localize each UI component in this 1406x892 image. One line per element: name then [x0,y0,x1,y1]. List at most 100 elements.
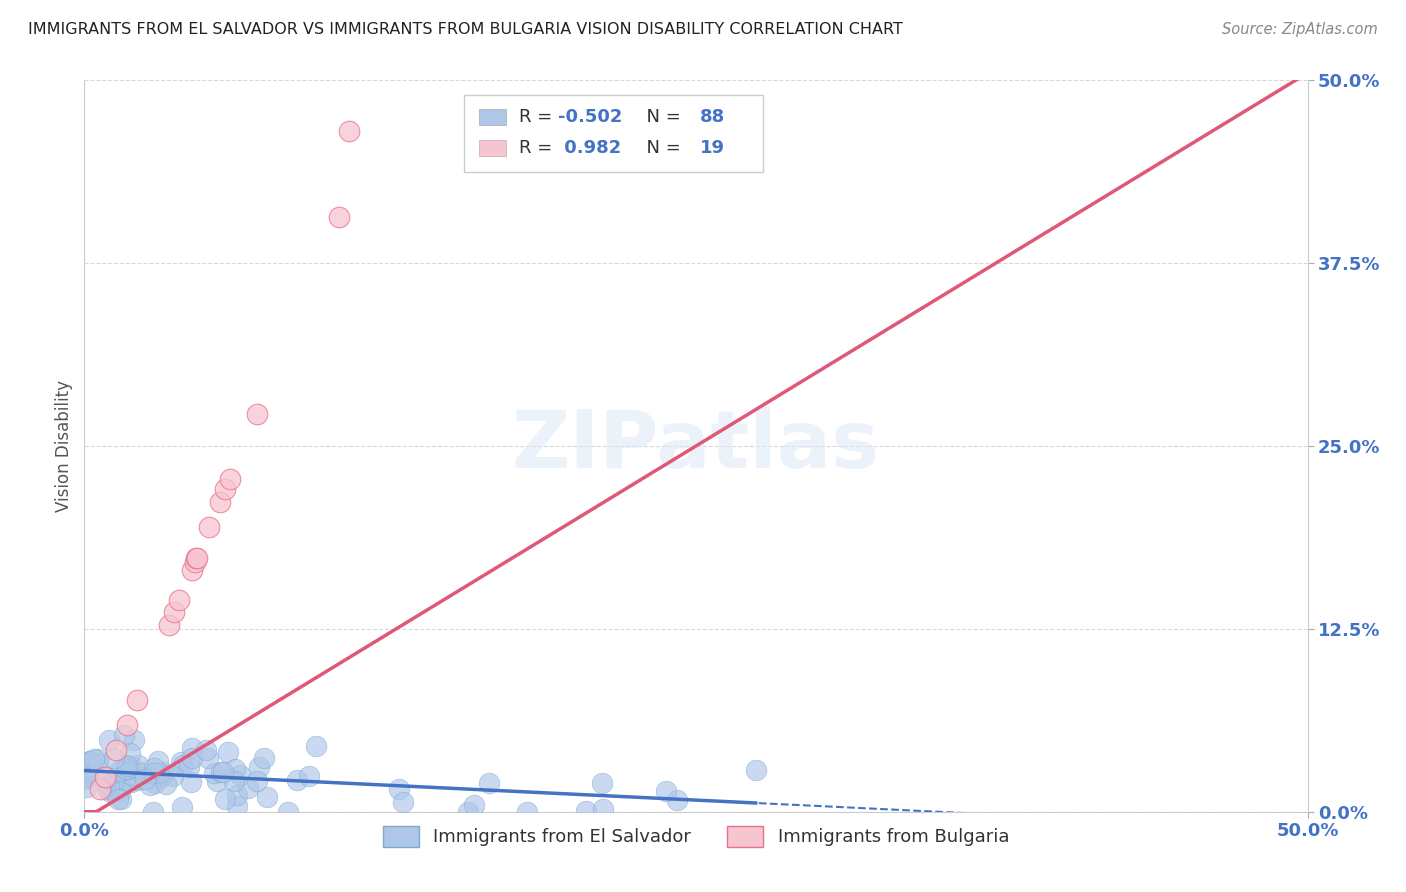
Point [184,556,207,570]
Point [87,756,110,770]
Point [139,778,162,792]
Point [98,732,121,747]
Point [246,407,269,421]
Point [89,782,111,797]
Point [162,769,184,783]
Point [195,743,218,757]
Point [214,792,236,806]
Point [115,759,138,773]
Point [142,765,165,780]
Point [148,765,170,780]
Point [209,494,232,508]
Point [98,778,121,792]
Point [247,760,270,774]
Point [177,759,200,773]
Text: 88: 88 [700,108,725,126]
Point [114,762,136,776]
FancyBboxPatch shape [479,140,506,156]
Text: N =: N = [636,108,686,126]
Point [217,745,239,759]
Point [103,773,125,788]
Point [142,761,165,775]
Point [98,784,121,798]
Point [107,791,129,805]
Point [229,767,252,781]
Point [277,805,299,819]
Point [209,765,232,780]
Point [120,746,142,760]
Point [198,520,221,534]
Point [226,798,249,813]
Point [121,760,143,774]
Point [337,124,360,138]
Point [105,743,128,757]
Point [152,764,174,779]
Point [328,210,350,224]
Point [197,751,219,765]
FancyBboxPatch shape [464,95,763,171]
Point [655,784,678,798]
Point [131,766,153,780]
Point [463,797,485,812]
Point [186,551,208,566]
Point [120,775,142,789]
Point [103,751,125,765]
Point [143,776,166,790]
Point [76,766,98,780]
Point [592,802,614,816]
Point [108,764,131,779]
Point [112,728,135,742]
Point [142,805,165,819]
Point [127,758,149,772]
Point [186,551,208,566]
Point [114,763,136,777]
Point [148,754,170,768]
Point [170,755,193,769]
Point [76,780,98,794]
Point [256,789,278,804]
Point [110,785,132,799]
Point [202,766,225,780]
Point [212,765,235,780]
Point [79,755,101,769]
Text: R =: R = [519,139,558,157]
FancyBboxPatch shape [479,109,506,125]
Point [246,773,269,788]
Text: 0.982: 0.982 [558,139,621,157]
Point [285,773,308,788]
Text: ZIPatlas: ZIPatlas [512,407,880,485]
Point [115,758,138,772]
Point [83,752,105,766]
Point [134,772,156,787]
Point [305,739,328,753]
Point [666,793,689,807]
Point [205,774,228,789]
Point [516,805,538,819]
Text: 19: 19 [700,139,724,157]
Point [236,780,259,795]
Point [149,772,172,786]
Point [127,693,149,707]
Point [167,593,190,607]
Point [218,472,240,486]
Point [224,774,246,789]
Point [181,751,204,765]
Point [125,772,148,787]
Text: -0.502: -0.502 [558,108,621,126]
Point [86,752,108,766]
Point [253,750,276,764]
Point [96,771,118,785]
Text: IMMIGRANTS FROM EL SALVADOR VS IMMIGRANTS FROM BULGARIA VISION DISABILITY CORREL: IMMIGRANTS FROM EL SALVADOR VS IMMIGRANT… [28,22,903,37]
Point [180,775,202,789]
Point [155,777,177,791]
Point [180,563,202,577]
Point [79,755,101,769]
Point [214,483,236,497]
Point [388,782,411,797]
Point [97,781,120,796]
Point [157,618,180,632]
Point [110,792,132,806]
Point [575,804,598,818]
Point [224,762,246,776]
Point [172,758,194,772]
